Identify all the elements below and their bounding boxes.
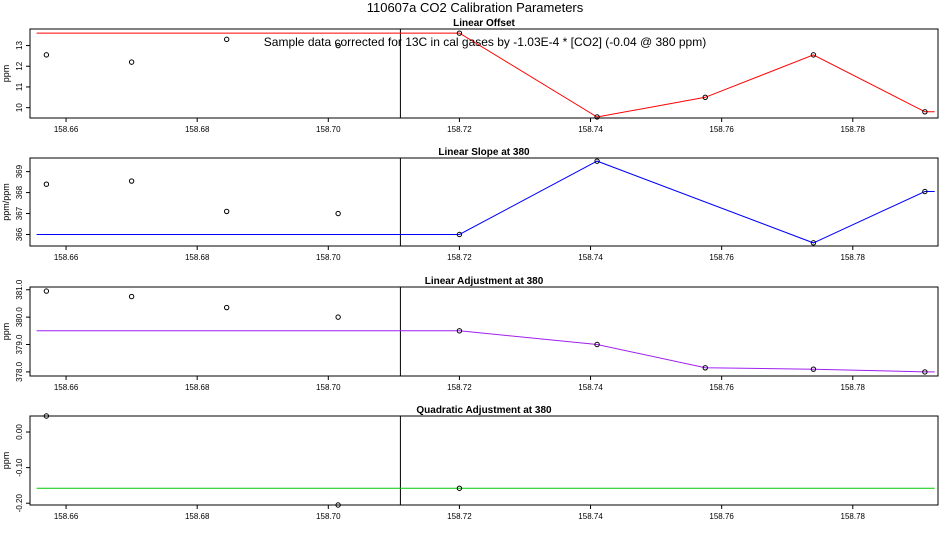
data-point [335,210,341,217]
data-point [223,304,230,311]
data-point [223,208,230,215]
y-tick-label: 368 [15,185,24,199]
panel-title: Linear Adjustment at 380 [425,276,544,287]
x-tick-label: 158.76 [709,512,734,521]
y-tick-label: -0.20 [15,494,24,513]
x-tick-label: 158.78 [841,253,866,262]
plot-frame [29,415,939,506]
data-point [702,365,708,371]
data-point [128,178,135,184]
x-tick-label: 158.66 [54,125,79,134]
y-tick-label: 378.0 [15,361,24,382]
y-tick-label: 381.0 [15,279,24,300]
y-tick-label: 366 [15,227,24,241]
x-tick-label: 158.72 [447,383,472,392]
x-tick-label: 158.66 [54,383,79,392]
data-point [922,188,928,195]
x-tick-label: 158.78 [841,512,866,521]
x-tick-label: 158.74 [578,253,603,262]
x-tick-label: 158.76 [709,125,734,134]
y-tick-label: -0.10 [15,458,24,477]
data-point [43,413,50,419]
plot-frame [29,157,939,247]
data-point [456,328,463,334]
chart-panel: Linear Adjustment at 380 ppm 158.66 158.68 1… [1,276,939,392]
y-tick-label: 0.00 [15,424,24,440]
chart-panel: Linear Offset ppm 158.66 158.68 158.70 158.72… [1,18,939,134]
correction-note: Sample data corrected for 13C in cal gas… [264,35,706,49]
data-point [594,341,600,348]
data-point [335,502,341,508]
x-tick-label: 158.74 [578,125,603,134]
x-tick-label: 158.66 [54,512,79,521]
data-point [223,36,230,43]
data-point [702,94,708,101]
data-point [456,30,463,36]
y-tick-label: 369 [15,164,24,178]
x-tick-label: 158.70 [316,125,341,134]
x-tick-label: 158.78 [841,383,866,392]
series-line [36,32,935,118]
y-axis-label: ppm [1,65,11,83]
x-tick-label: 158.70 [316,383,341,392]
data-point [43,181,50,187]
y-tick-label: 380.0 [15,307,24,328]
x-tick-label: 158.78 [841,125,866,134]
chart-panel: Linear Slope at 380 ppm/ppm 158.66 158.68 15… [1,147,939,262]
y-tick-label: 11 [15,82,24,91]
data-point [128,293,135,300]
data-point [810,366,817,372]
x-tick-label: 158.68 [185,253,210,262]
page-title: 110607a CO2 Calibration Parameters [366,0,584,15]
chart-panel: Quadratic Adjustment at 380 ppm 158.66 158.… [1,405,939,521]
data-point [922,369,928,375]
x-tick-label: 158.72 [447,125,472,134]
x-tick-label: 158.76 [709,383,734,392]
y-axis-label: ppm/ppm [1,183,11,221]
y-tick-label: 379.0 [15,334,24,355]
x-tick-label: 158.72 [447,253,472,262]
x-tick-label: 158.66 [54,253,79,262]
series-line [36,330,935,373]
panel-title: Quadratic Adjustment at 380 [416,405,552,416]
y-axis-label: ppm [1,323,11,341]
data-point [456,231,463,238]
y-tick-label: 367 [15,206,24,220]
data-point [594,114,600,120]
series-line [36,160,935,244]
x-tick-label: 158.68 [185,125,210,134]
data-point [43,52,50,58]
data-point [43,288,50,294]
y-axis-label: ppm [1,452,11,470]
x-tick-label: 158.70 [316,253,341,262]
plot-frame [29,28,939,119]
data-point [810,52,817,58]
y-tick-label: 12 [15,61,24,70]
x-tick-label: 158.68 [185,512,210,521]
data-point [128,59,135,65]
x-tick-label: 158.72 [447,512,472,521]
plot-frame [29,286,939,377]
x-tick-label: 158.74 [578,512,603,521]
panel-title: Linear Offset [453,18,515,29]
x-tick-label: 158.74 [578,383,603,392]
data-point [810,240,817,246]
data-point [922,109,928,115]
y-tick-label: 13 [15,41,24,50]
x-tick-label: 158.68 [185,383,210,392]
y-tick-label: 10 [15,103,24,112]
data-point [594,158,600,164]
panel-title: Linear Slope at 380 [438,147,530,158]
data-point [335,314,341,320]
x-tick-label: 158.76 [709,253,734,262]
data-point [335,42,341,49]
x-tick-label: 158.70 [316,512,341,521]
data-point [456,485,463,491]
